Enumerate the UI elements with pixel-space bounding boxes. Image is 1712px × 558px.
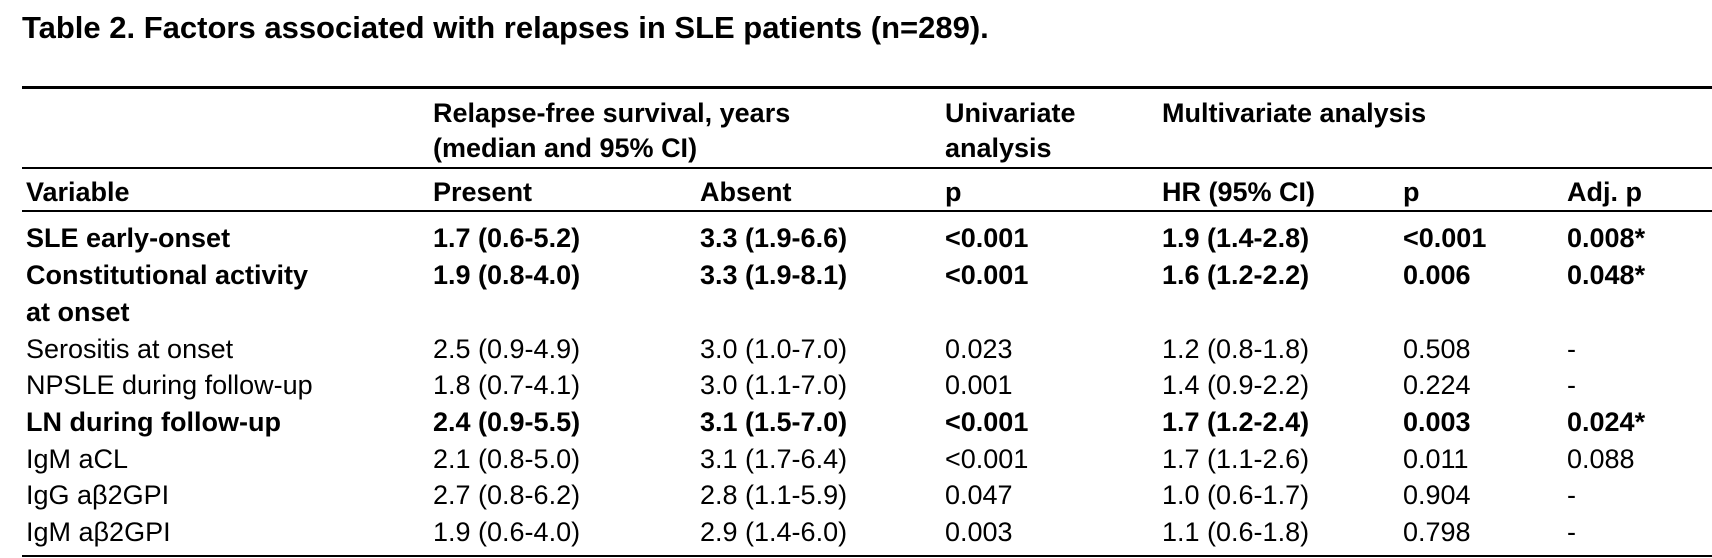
row-hr: 1.7 (1.2-2.4) [1162,407,1310,437]
col-header-adj-p: Adj. p [1567,177,1642,207]
row-absent: 3.1 (1.7-6.4) [700,444,848,474]
row-present: 1.9 (0.8-4.0) [433,260,581,290]
row-p-multivariate: 0.904 [1403,480,1471,510]
row-p-univariate: <0.001 [945,223,1029,253]
table-title: Table 2. Factors associated with relapse… [22,10,989,45]
row-adj-p: - [1567,517,1576,547]
row-absent: 3.0 (1.1-7.0) [700,370,848,400]
row-p-multivariate: 0.798 [1403,517,1471,547]
row-hr: 1.0 (0.6-1.7) [1162,480,1310,510]
row-variable: IgG aβ2GPI [26,480,170,510]
row-present: 1.9 (0.6-4.0) [433,517,581,547]
row-adj-p: - [1567,370,1576,400]
header-rule [22,210,1712,212]
row-absent: 2.9 (1.4-6.0) [700,517,848,547]
multivariate-header: Multivariate analysis [1162,98,1427,128]
row-p-univariate: <0.001 [945,444,1029,474]
col-header-p-univariate: p [945,177,962,207]
row-p-univariate: 0.023 [945,334,1013,364]
row-variable: NPSLE during follow-up [26,370,313,400]
row-present: 2.4 (0.9-5.5) [433,407,581,437]
row-hr: 1.4 (0.9-2.2) [1162,370,1310,400]
row-hr: 1.9 (1.4-2.8) [1162,223,1310,253]
row-adj-p: 0.048* [1567,260,1646,290]
row-hr: 1.1 (0.6-1.8) [1162,517,1310,547]
row-p-multivariate: <0.001 [1403,223,1487,253]
col-header-p-multivariate: p [1403,177,1420,207]
row-p-univariate: 0.001 [945,370,1013,400]
univariate-header-line1: Univariate [945,98,1076,128]
relapse-header-line1: Relapse-free survival, years [433,98,791,128]
relapse-header-line2: (median and 95% CI) [433,133,698,163]
row-variable: SLE early-onset [26,223,231,253]
row-adj-p: 0.088 [1567,444,1635,474]
col-header-hr: HR (95% CI) [1162,177,1316,207]
row-present: 2.7 (0.8-6.2) [433,480,581,510]
row-p-multivariate: 0.003 [1403,407,1471,437]
row-hr: 1.7 (1.1-2.6) [1162,444,1310,474]
row-p-univariate: 0.003 [945,517,1013,547]
row-variable-line2: at onset [26,297,130,327]
row-present: 1.8 (0.7-4.1) [433,370,581,400]
row-present: 2.1 (0.8-5.0) [433,444,581,474]
row-variable: Serositis at onset [26,334,234,364]
row-p-univariate: 0.047 [945,480,1013,510]
top-rule [22,86,1712,89]
row-p-multivariate: 0.508 [1403,334,1471,364]
row-adj-p: 0.008* [1567,223,1646,253]
row-adj-p: - [1567,480,1576,510]
row-absent: 3.1 (1.5-7.0) [700,407,848,437]
row-p-univariate: <0.001 [945,260,1029,290]
row-hr: 1.2 (0.8-1.8) [1162,334,1310,364]
row-variable: IgM aCL [26,444,129,474]
row-p-multivariate: 0.006 [1403,260,1471,290]
row-absent: 3.0 (1.0-7.0) [700,334,848,364]
row-p-univariate: <0.001 [945,407,1029,437]
col-header-variable: Variable [26,177,130,207]
bottom-rule [22,555,1712,557]
row-absent: 3.3 (1.9-8.1) [700,260,848,290]
row-p-multivariate: 0.011 [1403,444,1469,474]
row-variable: LN during follow-up [26,407,281,437]
row-absent: 2.8 (1.1-5.9) [700,480,848,510]
univariate-header-line2: analysis [945,133,1052,163]
col-header-present: Present [433,177,533,207]
row-hr: 1.6 (1.2-2.2) [1162,260,1310,290]
row-variable: Constitutional activity [26,260,309,290]
row-adj-p: 0.024* [1567,407,1646,437]
row-variable: IgM aβ2GPI [26,517,171,547]
row-present: 1.7 (0.6-5.2) [433,223,581,253]
col-header-absent: Absent [700,177,792,207]
row-p-multivariate: 0.224 [1403,370,1471,400]
row-adj-p: - [1567,334,1576,364]
mid-rule [22,167,1712,169]
row-absent: 3.3 (1.9-6.6) [700,223,848,253]
row-present: 2.5 (0.9-4.9) [433,334,581,364]
